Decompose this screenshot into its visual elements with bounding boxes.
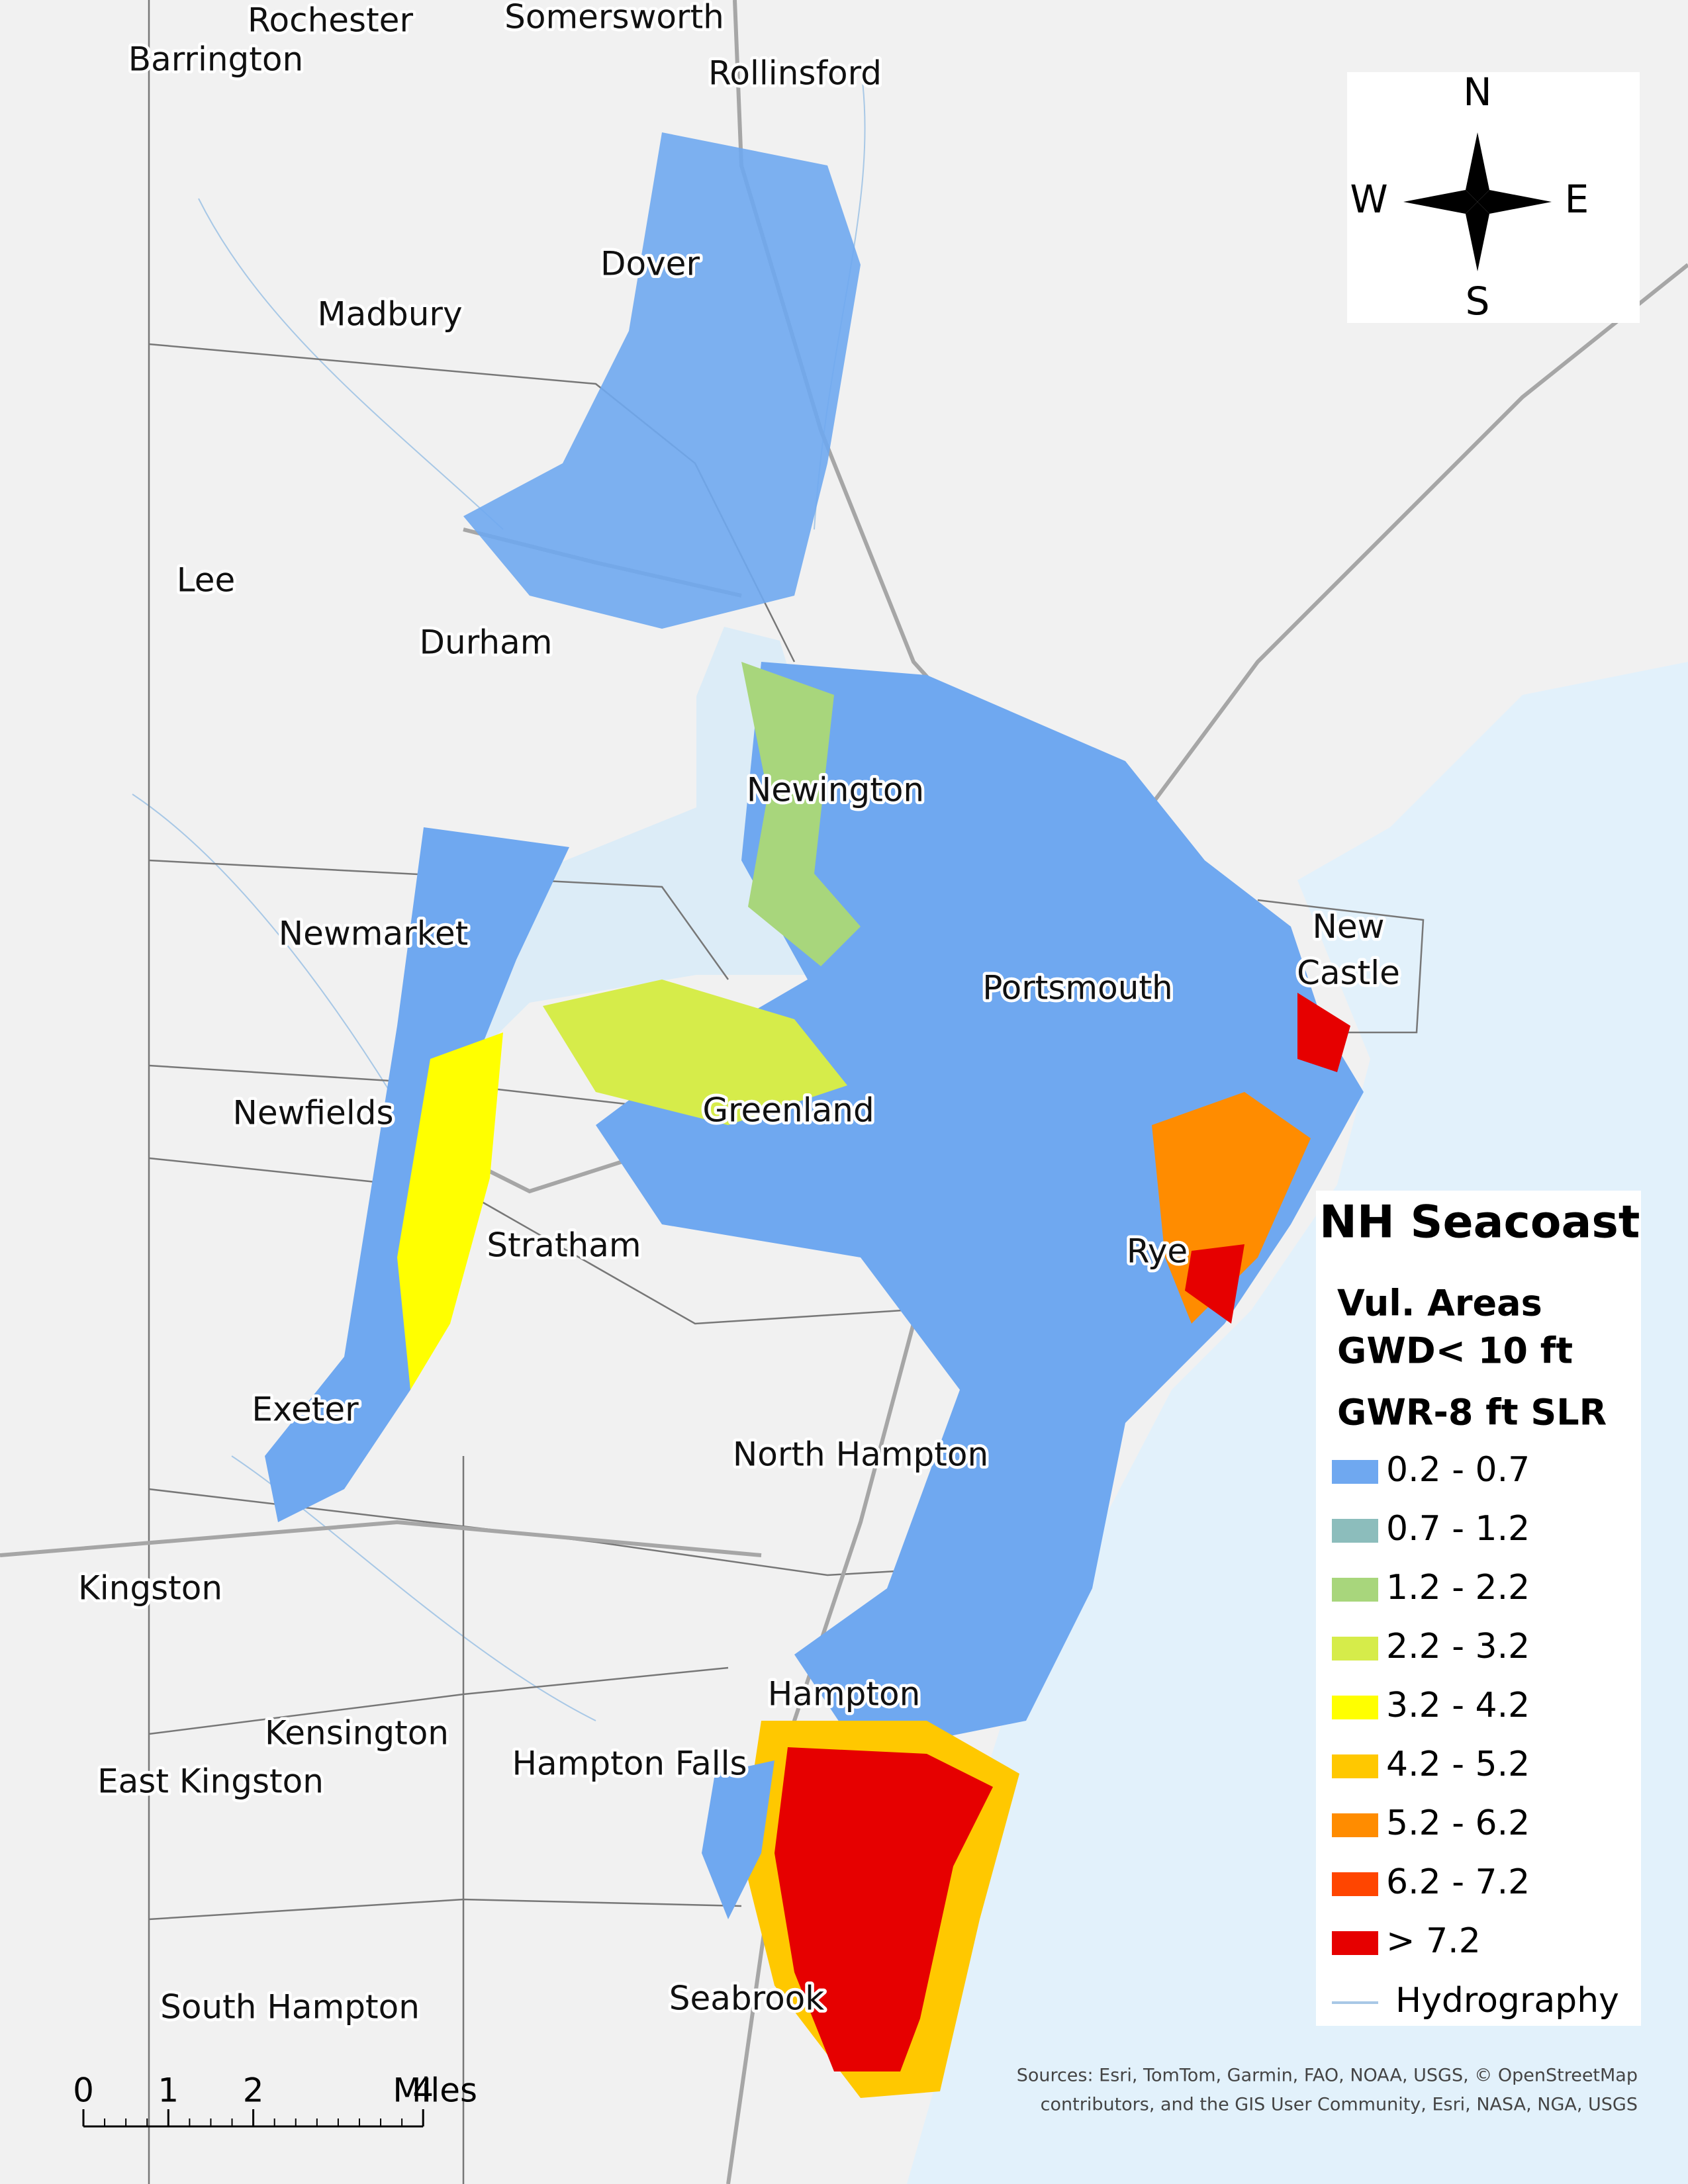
legend-swatch: [1332, 1931, 1378, 1955]
legend-subtitle: Vul. Areas: [1337, 1283, 1542, 1324]
vulnerable-areas: [265, 132, 1364, 2098]
legend-swatch: [1332, 1872, 1378, 1896]
legend-swatch: [1332, 1519, 1378, 1543]
town-label: Somersworth: [504, 0, 724, 36]
town-label: Exeter: [252, 1390, 359, 1429]
compass: N W E S: [1347, 69, 1640, 324]
town-label: South Hampton: [160, 1988, 420, 2026]
road: [0, 1520, 762, 1557]
area: [702, 1760, 774, 1919]
compass-e: E: [1565, 177, 1589, 222]
compass-star: [1477, 190, 1552, 214]
scale-unit: Miles: [393, 2071, 477, 2110]
scale-label: 2: [243, 2071, 264, 2110]
legend-label: Hydrography: [1395, 1981, 1619, 2021]
area: [774, 1747, 993, 2071]
town-label: Rollinsford: [708, 54, 882, 93]
legend-label: 6.2 - 7.2: [1386, 1862, 1530, 1902]
area: [543, 979, 847, 1125]
town-label: Kingston: [78, 1569, 222, 1608]
compass-n: N: [1463, 69, 1491, 114]
area: [397, 1032, 503, 1390]
town-label: Hampton: [768, 1675, 921, 1713]
boundary: [148, 1157, 1007, 1325]
area: [463, 132, 861, 629]
boundary: [148, 859, 729, 980]
town-label: Barrington: [128, 40, 303, 79]
river: [132, 794, 411, 1126]
town-label: Stratham: [487, 1226, 641, 1265]
compass-w: W: [1350, 177, 1387, 222]
legend-label: 2.2 - 3.2: [1386, 1627, 1530, 1666]
legend: NH Seacoast Vul. Areas GWD< 10 ft GWR-8 ft…: [1316, 1191, 1641, 2026]
town-label: Greenland: [702, 1091, 874, 1130]
legend-label: 4.2 - 5.2: [1386, 1745, 1530, 1784]
legend-swatch: [1332, 1813, 1378, 1837]
town-label: North Hampton: [733, 1435, 988, 1474]
area: [1297, 993, 1350, 1072]
town-label: Portsmouth: [982, 969, 1172, 1007]
legend-swatch: [1332, 1637, 1378, 1661]
town-label: Madbury: [317, 295, 462, 334]
compass-star: [1403, 190, 1477, 214]
town-label: Newington: [747, 771, 924, 809]
town-label: Seabrook: [669, 1979, 825, 2018]
town-label: Rye: [1127, 1232, 1188, 1271]
scale-label: 1: [158, 2071, 179, 2110]
legend-label: 0.2 - 0.7: [1386, 1450, 1530, 1490]
compass-star: [1466, 132, 1489, 202]
legend-label: 0.7 - 1.2: [1386, 1509, 1530, 1549]
estuary: [473, 627, 835, 1058]
town-label: Rochester: [248, 1, 413, 40]
legend-label: 5.2 - 6.2: [1386, 1803, 1530, 1843]
boundary: [1257, 899, 1425, 1034]
scale-label: 0: [73, 2071, 94, 2110]
town-label: Hampton Falls: [512, 1745, 747, 1783]
compass-star: [1466, 202, 1489, 271]
town-labels: Rochester Somersworth Barrington Rollinsfor…: [75, 0, 1403, 2029]
area: [1185, 1244, 1244, 1324]
town-label: Newfields: [233, 1094, 394, 1132]
legend-swatch: [1332, 1460, 1378, 1484]
legend-swatch: [1332, 1696, 1378, 1719]
source-text: contributors, and the GIS User Community…: [1041, 2095, 1638, 2115]
river: [198, 198, 504, 530]
source-text: Sources: Esri, TomTom, Garmin, FAO, NOAA…: [1017, 2066, 1638, 2086]
legend-swatch: [1332, 1578, 1378, 1602]
legend-label: > 7.2: [1386, 1921, 1481, 1961]
legend-title: NH Seacoast: [1319, 1197, 1640, 1249]
compass-s: S: [1466, 279, 1490, 324]
legend-swatch: [1332, 1754, 1378, 1778]
town-label: Kensington: [265, 1714, 449, 1752]
scale-label: 4: [412, 2071, 434, 2110]
town-label: Durham: [420, 623, 553, 662]
legend-subtitle: GWD< 10 ft: [1337, 1330, 1573, 1372]
town-label: East Kingston: [97, 1762, 324, 1801]
area: [741, 662, 861, 966]
legend-label: 3.2 - 4.2: [1386, 1686, 1530, 1725]
legend-label: 1.2 - 2.2: [1386, 1568, 1530, 1608]
town-label: Dover: [600, 245, 700, 283]
sources: Sources: Esri, TomTom, Garmin, FAO, NOAA…: [1017, 2066, 1638, 2115]
town-label: Lee: [177, 561, 236, 600]
town-label: New Castle: [1297, 907, 1400, 992]
town-label: Newmarket: [279, 915, 469, 953]
road: [1084, 263, 1688, 895]
legend-subtitle: GWR-8 ft SLR: [1337, 1392, 1607, 1433]
